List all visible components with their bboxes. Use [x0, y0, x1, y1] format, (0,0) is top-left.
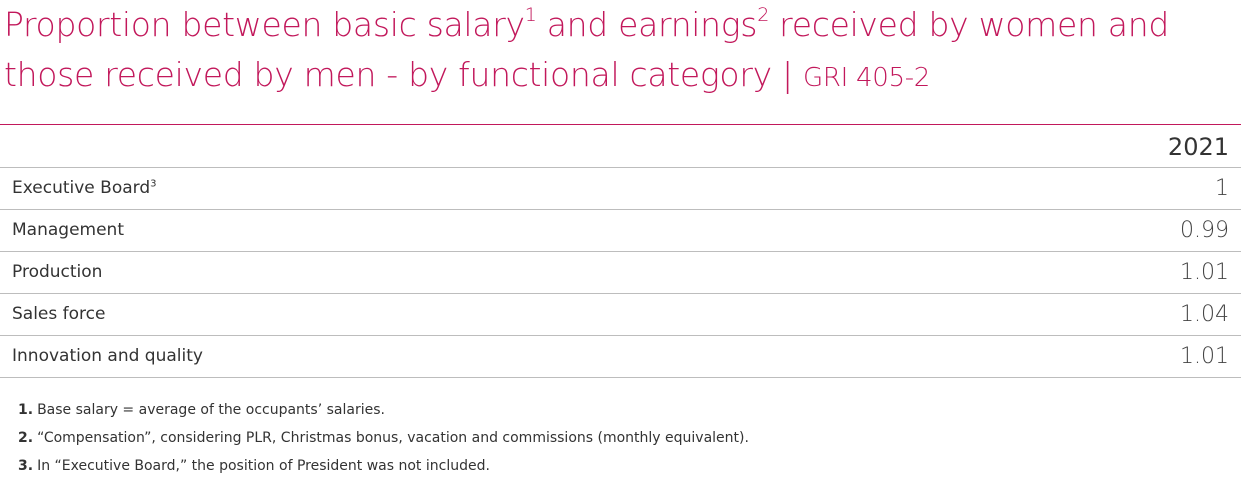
row-value: 0.99 [1180, 218, 1229, 243]
data-table: 2021 Executive Board3 1 Management 0.99 … [0, 125, 1241, 378]
row-value: 1 [1215, 176, 1229, 201]
table-header-row: 2021 [0, 125, 1241, 168]
footnotes: 1. Base salary = average of the occupants… [18, 396, 749, 480]
table-row: Innovation and quality 1.01 [0, 336, 1241, 378]
footnote: 1. Base salary = average of the occupants… [18, 402, 385, 418]
title-divider [0, 124, 1241, 125]
table-row: Executive Board3 1 [0, 168, 1241, 210]
row-label: Executive Board3 [12, 178, 157, 198]
page-title: Proportion between basic salary1 and ear… [4, 0, 1224, 103]
title-footnote-ref-2: 2 [757, 4, 769, 26]
row-label: Innovation and quality [12, 346, 203, 366]
row-label: Sales force [12, 304, 106, 324]
table-row: Management 0.99 [0, 210, 1241, 252]
footnote: 2. “Compensation”, considering PLR, Chris… [18, 430, 749, 446]
year-header: 2021 [1167, 133, 1229, 161]
row-value: 1.01 [1180, 260, 1229, 285]
table-row: Sales force 1.04 [0, 294, 1241, 336]
title-part-3: received by women and those received by … [4, 5, 1169, 94]
gri-code: GRI 405-2 [803, 63, 931, 93]
footnote: 3. In “Executive Board,” the position of … [18, 458, 490, 474]
table-row: Production 1.01 [0, 252, 1241, 294]
row-value: 1.01 [1180, 344, 1229, 369]
row-label: Production [12, 262, 103, 282]
row-label: Management [12, 220, 124, 240]
row-footnote-ref: 3 [150, 178, 157, 190]
row-value: 1.04 [1180, 302, 1229, 327]
title-footnote-ref-1: 1 [524, 4, 537, 26]
title-part-2: and earnings [536, 5, 758, 44]
title-part-1: Proportion between basic salary [4, 5, 525, 44]
